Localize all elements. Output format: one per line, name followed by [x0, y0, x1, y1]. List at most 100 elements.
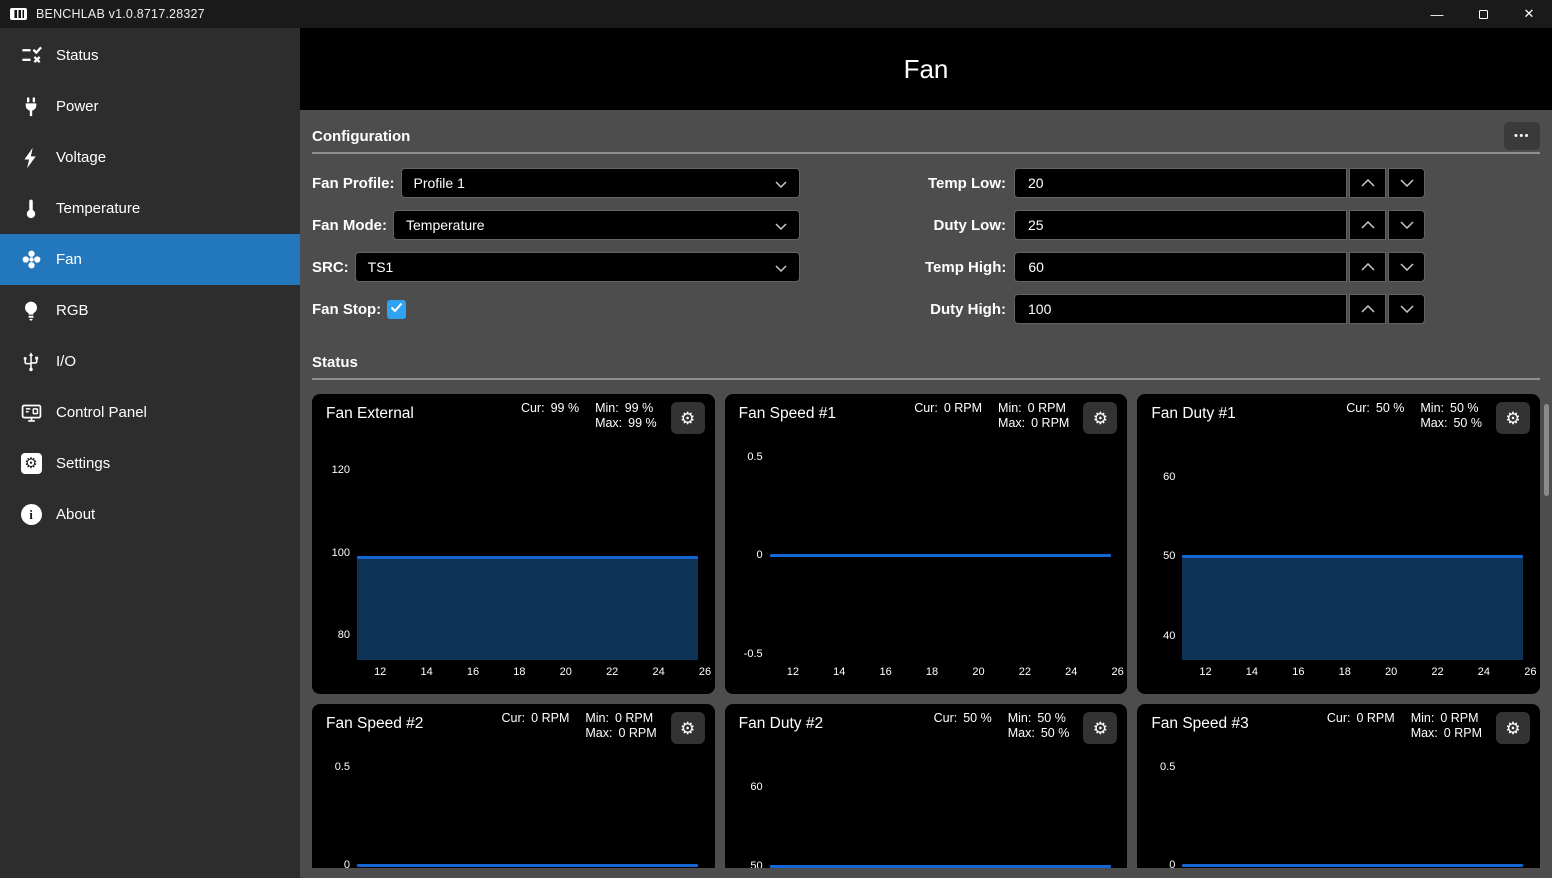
app-logo-icon [10, 8, 27, 20]
stat-cur: Cur:50 % [1346, 401, 1404, 430]
stat-max-value: 0 RPM [1444, 726, 1482, 740]
duty-low-row: Duty Low: 25 [925, 210, 1425, 240]
stat-cur-value: 0 RPM [944, 401, 982, 415]
x-axis-tick-label: 26 [1517, 666, 1543, 678]
ellipsis-icon: ••• [1514, 130, 1530, 142]
stat-minmax: Min:0 RPMMax:0 RPM [1411, 711, 1482, 740]
gear-icon: ⚙ [1505, 720, 1520, 737]
maximize-button[interactable] [1460, 0, 1506, 28]
duty-low-increment-button[interactable] [1349, 210, 1386, 240]
maximize-icon [1479, 10, 1488, 19]
x-axis-tick-label: 18 [1332, 666, 1358, 678]
stat-minmax: Min:50 %Max:50 % [1008, 711, 1070, 740]
fan-icon [19, 248, 43, 272]
stat-min-value: 50 % [1037, 711, 1066, 725]
sidebar-item-power[interactable]: Power [0, 81, 300, 132]
chart-card-title: Fan Speed #2 [326, 715, 423, 733]
chevron-up-icon [1361, 174, 1375, 192]
fan-mode-dropdown[interactable]: Temperature [393, 210, 800, 240]
duty-low-input[interactable]: 25 [1014, 210, 1347, 240]
chart-card-fan-speed-1: Fan Speed #1Cur:0 RPMMin:0 RPMMax:0 RPM⚙… [725, 394, 1128, 694]
minimize-button[interactable]: — [1414, 0, 1460, 28]
chart-card-title: Fan External [326, 405, 414, 423]
fan-profile-dropdown[interactable]: Profile 1 [401, 168, 800, 198]
fan-stop-checkbox[interactable] [387, 300, 406, 319]
gear-icon: ⚙ [1505, 410, 1520, 427]
chart-card-stats: Cur:0 RPMMin:0 RPMMax:0 RPM [502, 711, 657, 740]
duty-high-row: Duty High:100 [925, 294, 1425, 324]
duty-high-input[interactable]: 100 [1014, 294, 1347, 324]
x-axis-tick-label: 24 [1471, 666, 1497, 678]
card-settings-button[interactable]: ⚙ [1496, 402, 1530, 434]
card-settings-button[interactable]: ⚙ [1083, 712, 1117, 744]
x-axis-tick-label: 22 [1012, 666, 1038, 678]
temp-high-input[interactable]: 60 [1014, 252, 1347, 282]
stat-cur-label: Cur: [521, 401, 545, 415]
duty-low-decrement-button[interactable] [1388, 210, 1425, 240]
stat-min-value: 50 % [1450, 401, 1479, 415]
minimize-icon: — [1431, 7, 1444, 22]
vertical-scrollbar-thumb[interactable] [1544, 404, 1549, 496]
chart-series-fill [1182, 558, 1523, 660]
temp-high-decrement-button[interactable] [1388, 252, 1425, 282]
card-settings-button[interactable]: ⚙ [1083, 402, 1117, 434]
y-axis-tick-label: 40 [1139, 630, 1175, 642]
x-axis-tick-label: 12 [1193, 666, 1219, 678]
status-divider [312, 378, 1540, 380]
temp-low-increment-button[interactable] [1349, 168, 1386, 198]
sidebar-item-temperature[interactable]: Temperature [0, 183, 300, 234]
temp-high-increment-button[interactable] [1349, 252, 1386, 282]
fan-mode-label: Fan Mode: [312, 217, 387, 234]
y-axis-tick-label: 100 [314, 547, 350, 559]
duty-low-label: Duty Low: [925, 217, 1006, 234]
sidebar-item-status[interactable]: Status [0, 30, 300, 81]
chart-series-line [770, 865, 1111, 868]
duty-high-decrement-button[interactable] [1388, 294, 1425, 324]
chart-card-title: Fan Duty #1 [1151, 405, 1235, 423]
configuration-more-button[interactable]: ••• [1504, 122, 1540, 150]
x-axis-tick-label: 16 [460, 666, 486, 678]
chart-series-line [1182, 555, 1523, 558]
stat-minmax: Min:99 %Max:99 % [595, 401, 657, 430]
chart-card-stats: Cur:0 RPMMin:0 RPMMax:0 RPM [1327, 711, 1482, 740]
sidebar-item-about[interactable]: iAbout [0, 489, 300, 540]
stat-min-line: Min:0 RPM [1411, 711, 1482, 725]
close-button[interactable]: ✕ [1506, 0, 1552, 28]
sidebar-item-i-o[interactable]: I/O [0, 336, 300, 387]
chart-series-fill [357, 558, 698, 660]
card-settings-button[interactable]: ⚙ [671, 402, 705, 434]
card-settings-button[interactable]: ⚙ [1496, 712, 1530, 744]
stat-cur-line: Cur:0 RPM [502, 711, 570, 725]
src-row: SRC:TS1 [312, 252, 800, 282]
sidebar-item-voltage[interactable]: Voltage [0, 132, 300, 183]
gear-icon: ⚙ [1093, 720, 1108, 737]
stat-min-label: Min: [1411, 711, 1435, 725]
src-dropdown[interactable]: TS1 [355, 252, 800, 282]
y-axis-tick-label: 80 [314, 629, 350, 641]
sidebar-item-label: Voltage [56, 149, 106, 166]
chart-card-stats: Cur:99 %Min:99 %Max:99 % [521, 401, 657, 430]
chart-card-fan-speed-2: Fan Speed #2 Cur:0 RPMMin:0 RPMMax:0 RPM ⚙… [312, 704, 715, 868]
src-value: TS1 [368, 259, 394, 275]
fan-stop-label: Fan Stop: [312, 301, 381, 318]
stat-max-value: 99 % [628, 416, 657, 430]
x-axis-tick-label: 20 [965, 666, 991, 678]
x-axis-tick-label: 18 [506, 666, 532, 678]
sidebar-item-fan[interactable]: Fan [0, 234, 300, 285]
configuration-right-column: Temp Low:20Duty Low:25Temp High:60Duty H… [925, 168, 1425, 336]
status-section-title: Status [312, 354, 358, 371]
temp-low-decrement-button[interactable] [1388, 168, 1425, 198]
x-axis-tick-label: 26 [692, 666, 718, 678]
lightbulb-icon [19, 299, 43, 323]
sidebar-item-control-panel[interactable]: Control Panel [0, 387, 300, 438]
chart-card-fan-duty-1: Fan Duty #1Cur:50 %Min:50 %Max:50 %⚙6050… [1137, 394, 1540, 694]
stat-cur-line: Cur: 99 % [521, 401, 579, 415]
sidebar-item-settings[interactable]: ⚙Settings [0, 438, 300, 489]
x-axis-tick-label: 20 [1378, 666, 1404, 678]
card-settings-button[interactable]: ⚙ [671, 712, 705, 744]
stat-cur-value: 99 % [551, 401, 580, 415]
chart-card-fan-duty-2: Fan Duty #2Cur:50 %Min:50 %Max:50 %⚙6050… [725, 704, 1128, 868]
sidebar-item-rgb[interactable]: RGB [0, 285, 300, 336]
duty-high-increment-button[interactable] [1349, 294, 1386, 324]
temp-low-input[interactable]: 20 [1014, 168, 1347, 198]
